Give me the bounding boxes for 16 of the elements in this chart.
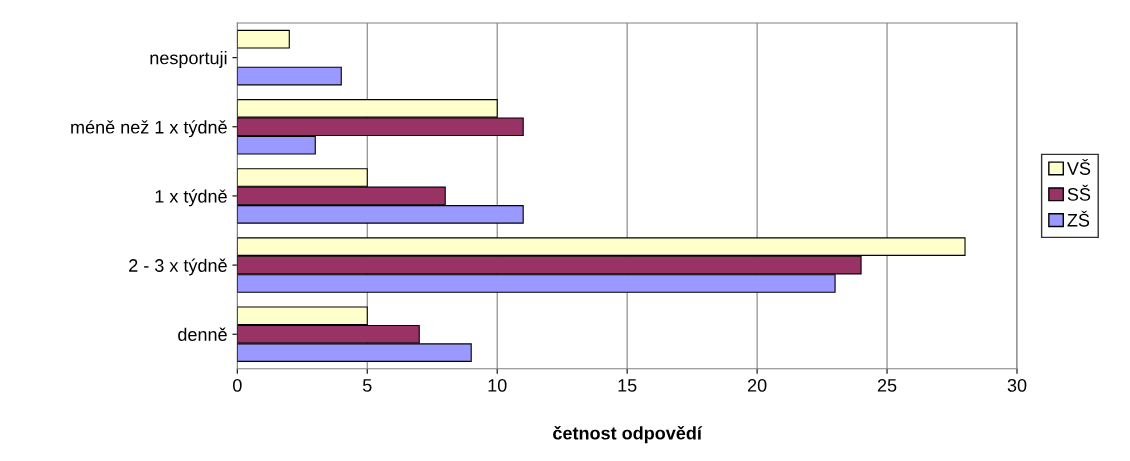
- x-axis-title: četnost odpovědí: [553, 425, 703, 444]
- y-tick-label: 1 x týdně: [155, 189, 227, 207]
- y-tick-label: denně: [178, 327, 227, 341]
- legend-label: VŠ: [1066, 158, 1091, 175]
- x-tick-label: 10: [488, 379, 507, 392]
- x-tick-label: 20: [747, 379, 767, 392]
- legend-label: SŠ: [1067, 184, 1091, 201]
- legend-label: ZŠ: [1067, 210, 1090, 227]
- x-tick-label: 30: [1007, 379, 1027, 392]
- x-tick-label: 0: [232, 379, 242, 392]
- y-tick-label: 2 - 3 x týdně: [129, 258, 227, 276]
- y-tick-label: méně než 1 x týdně: [71, 120, 227, 138]
- y-tick-label: nesportuji: [150, 51, 227, 68]
- x-tick-label: 15: [618, 379, 637, 392]
- x-tick-label: 25: [877, 379, 897, 392]
- x-tick-label: 5: [362, 379, 372, 392]
